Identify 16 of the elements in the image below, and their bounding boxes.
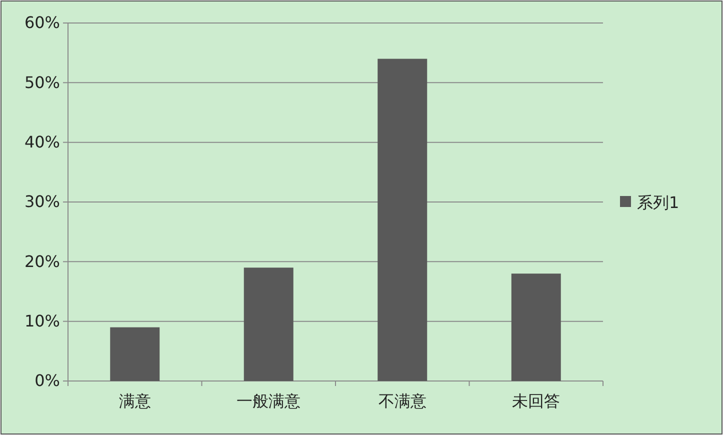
- bar: [244, 268, 294, 381]
- x-tick-label: 不满意: [378, 391, 426, 410]
- y-tick-label: 50%: [24, 72, 60, 92]
- y-tick-label: 40%: [24, 132, 60, 152]
- bar: [110, 327, 160, 381]
- y-tick-label: 0%: [34, 371, 60, 390]
- bar: [511, 274, 561, 381]
- x-tick-label: 满意: [118, 391, 151, 410]
- y-tick-label: 60%: [24, 13, 60, 32]
- x-tick-label: 未回答: [512, 391, 560, 410]
- y-tick-label: 10%: [24, 311, 60, 330]
- y-tick-label: 30%: [24, 192, 60, 212]
- y-tick-label: 20%: [24, 252, 60, 271]
- x-tick-label: 一般满意: [236, 391, 301, 410]
- legend-label: 系列1: [637, 193, 680, 212]
- bar: [378, 58, 428, 381]
